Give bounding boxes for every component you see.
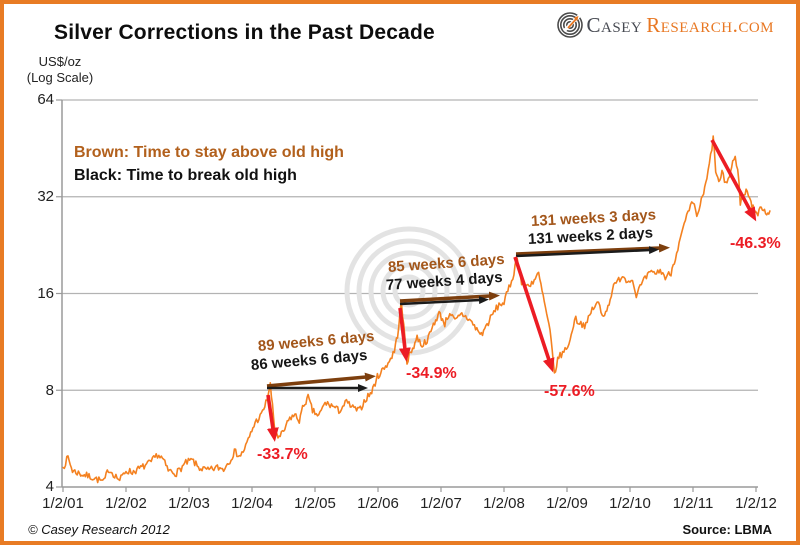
brown-recovery-arrow: [399, 291, 500, 303]
watermark-ring: [368, 250, 450, 332]
correction-pct-2008: -57.6%: [544, 383, 595, 400]
red-correction-arrow: [398, 307, 411, 362]
y-tick-8: 8: [45, 382, 54, 399]
correction-pct-2006: -34.9%: [406, 365, 457, 382]
logo-text-research: Research.com: [646, 12, 774, 37]
x-tick-2012: 1/2/12: [735, 495, 777, 512]
brown-recovery-arrow: [266, 372, 376, 388]
x-tick-2002: 1/2/02: [105, 495, 147, 512]
silver-price-line: [62, 135, 771, 484]
correction-pct-2011: -46.3%: [730, 235, 781, 252]
casey-research-logo: Casey Research.com: [556, 12, 774, 38]
watermark-ring: [356, 238, 462, 344]
black-recovery-arrow: [515, 246, 659, 258]
y-tick-32: 32: [37, 188, 54, 205]
x-tick-2003: 1/2/03: [168, 495, 210, 512]
x-tick-2005: 1/2/05: [294, 495, 336, 512]
y-tick-16: 16: [37, 285, 54, 302]
x-tick-2011: 1/2/11: [672, 495, 714, 512]
brown-recovery-arrow: [515, 243, 670, 256]
red-correction-arrow: [513, 256, 555, 373]
legend-black: Black: Time to break old high: [74, 167, 297, 184]
casey-spiral-icon: [556, 12, 583, 38]
black-recovery-arrow: [399, 296, 489, 306]
red-correction-arrow: [266, 394, 279, 442]
watermark-ring: [392, 274, 426, 308]
chart-title: Silver Corrections in the Past Decade: [54, 21, 435, 44]
x-tick-2007: 1/2/07: [420, 495, 462, 512]
x-tick-2009: 1/2/09: [546, 495, 588, 512]
legend-brown: Brown: Time to stay above old high: [74, 144, 344, 161]
chart-plot: [56, 99, 771, 492]
y-axis-unit-label: US$/oz: [38, 54, 82, 69]
correction-pct-2004: -33.7%: [257, 446, 308, 463]
x-tick-2006: 1/2/06: [357, 495, 399, 512]
watermark-ring: [380, 262, 438, 320]
y-tick-4: 4: [45, 478, 54, 495]
y-tick-64: 64: [37, 91, 54, 108]
x-tick-2001: 1/2/01: [42, 495, 84, 512]
copyright-text: © Casey Research 2012: [28, 522, 170, 537]
y-axis-scale-label: (Log Scale): [26, 70, 94, 85]
source-text: Source: LBMA: [682, 522, 772, 537]
x-tick-2008: 1/2/08: [483, 495, 525, 512]
logo-text-casey: Casey: [586, 12, 643, 37]
red-correction-arrow: [710, 139, 757, 222]
x-tick-2010: 1/2/10: [609, 495, 651, 512]
x-tick-2004: 1/2/04: [231, 495, 273, 512]
